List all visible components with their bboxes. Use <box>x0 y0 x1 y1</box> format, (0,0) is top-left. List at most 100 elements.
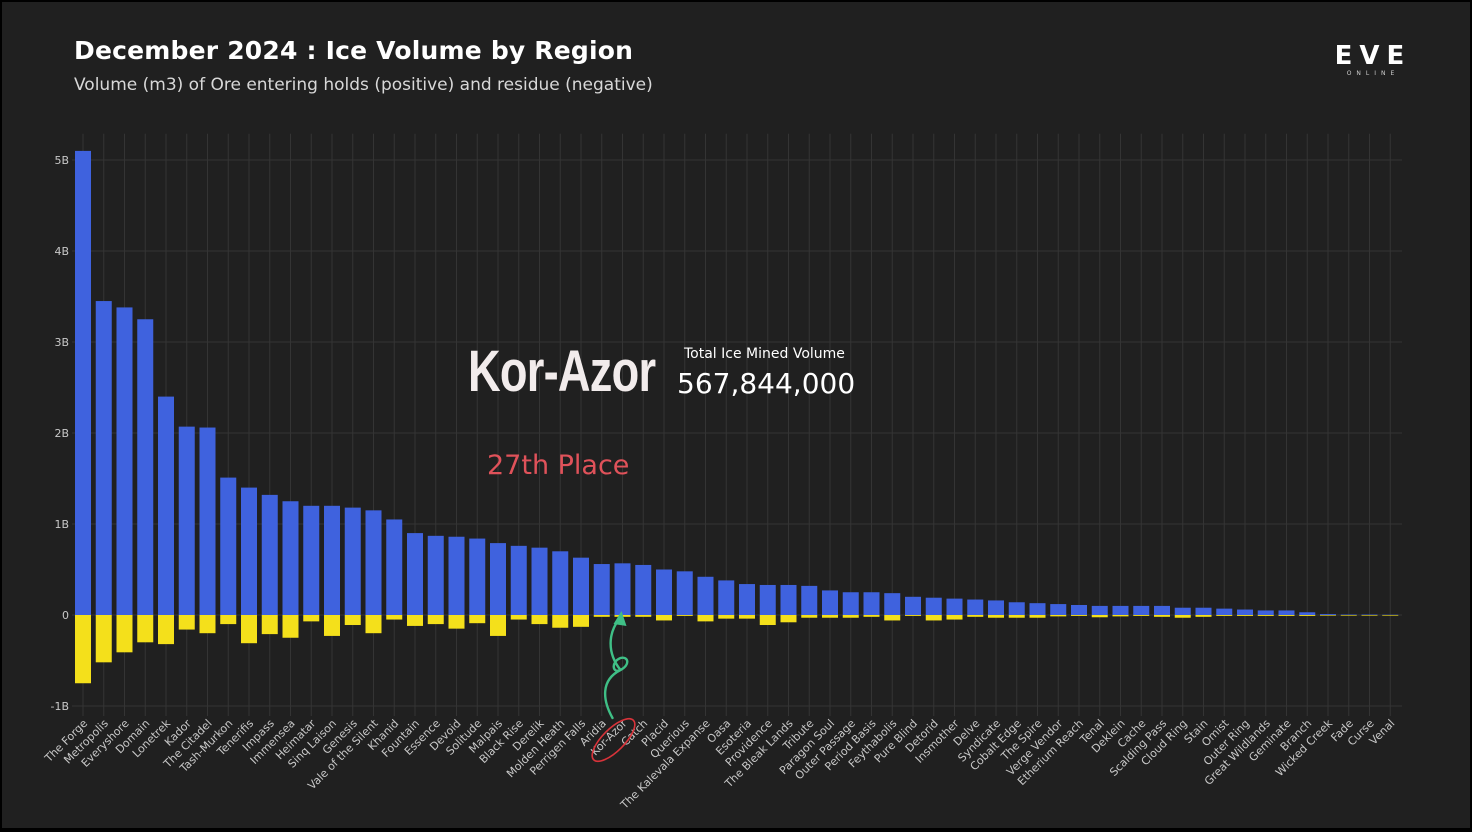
bar-negative <box>531 615 548 625</box>
bar-negative <box>510 615 527 620</box>
bar-negative <box>1278 615 1295 616</box>
bar-positive <box>1050 604 1067 615</box>
bar-positive <box>739 584 755 615</box>
bar-positive <box>967 599 984 615</box>
bar-negative <box>1195 615 1212 617</box>
logo-sub-text: ONLINE <box>1346 70 1400 77</box>
bar-negative <box>469 615 486 624</box>
bar-positive <box>1299 612 1316 615</box>
bar-positive <box>1320 614 1336 615</box>
bar-positive <box>490 543 506 615</box>
bar-negative <box>1112 615 1129 617</box>
bar-negative <box>220 615 237 625</box>
bar-negative <box>1320 615 1336 616</box>
bar-positive <box>718 580 735 615</box>
bar-positive <box>531 547 548 615</box>
bar-negative <box>1071 615 1087 616</box>
bar-positive <box>593 564 610 615</box>
y-tick-label: 5B <box>54 154 69 167</box>
chart-subtitle: Volume (m3) of Ore entering holds (posit… <box>74 75 653 95</box>
bar-negative <box>884 615 901 621</box>
y-tick-label: 2B <box>54 427 69 440</box>
bar-positive <box>1029 603 1046 615</box>
bar-positive <box>863 592 880 615</box>
bar-positive <box>510 545 527 615</box>
logo-main-text: EVE <box>1334 41 1412 71</box>
bar-negative <box>946 615 963 620</box>
bar-negative <box>593 615 610 617</box>
bar-negative <box>344 615 361 626</box>
y-tick-label: 1B <box>54 518 69 531</box>
bar-positive <box>261 494 278 615</box>
bar-positive <box>324 505 340 615</box>
bar-negative <box>261 615 278 635</box>
y-tick-label: 4B <box>54 245 69 258</box>
bar-positive <box>946 598 963 615</box>
bar-positive <box>116 307 133 615</box>
bar-positive <box>1361 614 1378 616</box>
bar-positive <box>1216 608 1233 615</box>
bar-positive <box>365 510 382 615</box>
bar-negative <box>158 615 174 645</box>
bar-negative <box>427 615 444 625</box>
bar-negative <box>697 615 714 622</box>
bar-negative <box>199 615 216 634</box>
bar-positive <box>1071 604 1087 615</box>
bar-positive <box>1112 605 1129 615</box>
bar-positive <box>427 535 444 615</box>
bar-negative <box>1091 615 1108 618</box>
bar-negative <box>573 615 589 627</box>
bar-positive <box>407 533 423 615</box>
highlight-arrow-head <box>613 611 627 626</box>
bar-negative <box>1029 615 1046 618</box>
bar-negative <box>676 615 693 616</box>
bar-positive <box>614 563 631 615</box>
bar-positive <box>241 487 257 615</box>
bar-negative <box>1008 615 1025 618</box>
bar-negative <box>407 615 423 626</box>
bar-positive <box>842 592 859 615</box>
bar-negative <box>635 615 652 617</box>
highlight-arrow <box>604 616 629 720</box>
bar-positive <box>1154 605 1170 615</box>
bar-negative <box>1257 615 1274 616</box>
bar-positive <box>905 596 921 615</box>
y-tick-label: -1B <box>50 700 69 713</box>
chart-title: December 2024 : Ice Volume by Region <box>74 36 634 65</box>
bar-positive <box>75 150 91 615</box>
bar-negative <box>759 615 776 626</box>
bar-negative <box>718 615 735 619</box>
bar-negative <box>905 615 921 616</box>
bar-negative <box>967 615 984 617</box>
bar-negative <box>1340 615 1357 616</box>
bar-positive <box>1008 602 1025 615</box>
bar-positive <box>676 571 693 615</box>
bar-negative <box>365 615 382 634</box>
bar-positive <box>469 538 486 615</box>
bar-negative <box>822 615 838 618</box>
bar-negative <box>1133 615 1150 616</box>
bar-negative <box>988 615 1004 618</box>
bar-negative <box>1382 615 1399 616</box>
highlight-volume-value: 567,844,000 <box>677 367 856 400</box>
highlight-region-name: Kor-Azor <box>468 339 656 404</box>
bar-positive <box>1237 609 1253 615</box>
bar-positive <box>552 551 569 615</box>
bar-positive <box>158 396 174 615</box>
bar-negative <box>303 615 320 622</box>
bar-negative <box>75 615 91 684</box>
bar-negative <box>739 615 755 619</box>
bar-negative <box>324 615 340 636</box>
y-tick-label: 0 <box>62 609 69 622</box>
bar-positive <box>1340 614 1357 616</box>
bar-positive <box>1091 605 1108 615</box>
bar-negative <box>241 615 257 644</box>
bar-negative <box>552 615 569 628</box>
bar-positive <box>1278 610 1295 615</box>
bar-negative <box>1299 615 1316 616</box>
bar-negative <box>178 615 195 630</box>
bar-positive <box>448 536 465 615</box>
bar-negative <box>448 615 465 629</box>
bar-positive <box>884 593 901 615</box>
